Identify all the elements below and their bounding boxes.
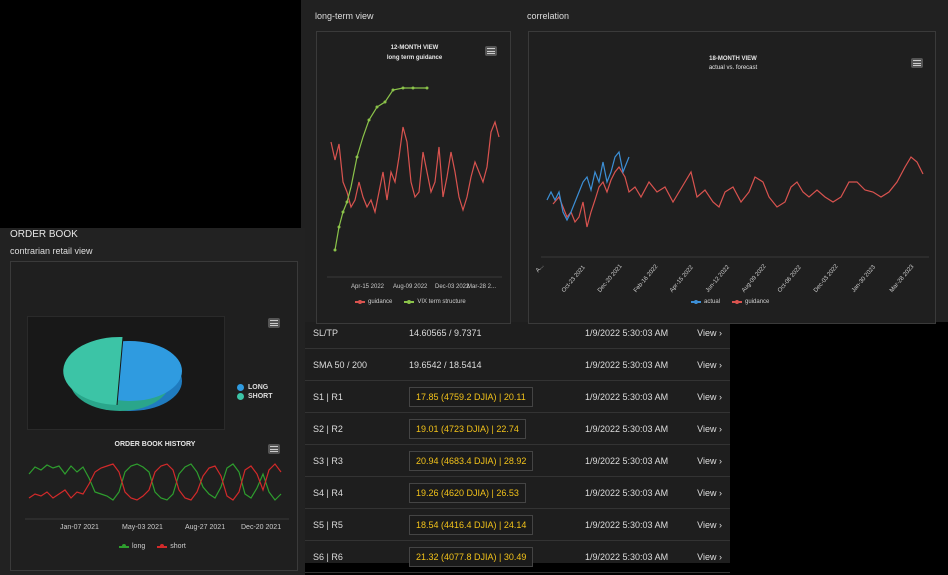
x-tick: Aug-27 2021: [185, 524, 226, 531]
chart-menu-button[interactable]: [268, 318, 280, 328]
long-term-chart-subtitle: long term guidance: [386, 55, 443, 61]
x-tick: Apr-15 2022: [351, 284, 385, 290]
order-book-pie: [63, 336, 182, 411]
level-label: S1 | R1: [305, 380, 401, 413]
order-book-history-plot: [25, 463, 289, 520]
legend-vix[interactable]: VIX term structure: [404, 299, 466, 305]
long-term-legend: guidance VIX term structure: [355, 299, 466, 305]
x-tick: Dec-03 2022: [435, 284, 470, 290]
top-panel: long-term view correlation 12-MONTH VIEW…: [301, 0, 948, 324]
order-book-history-title: ORDER BOOK HISTORY: [114, 441, 196, 448]
order-book-title: ORDER BOOK: [10, 229, 78, 240]
table-row: SMA 50 / 200 19.6542 / 18.5414 1/9/2022 5:…: [305, 348, 730, 381]
long-term-title: long-term view: [315, 11, 374, 21]
correlation-chart: 18-MONTH VIEW actual vs. forecast A... O…: [528, 31, 936, 324]
guidance-series: [552, 156, 924, 228]
legend-guidance[interactable]: guidance: [355, 299, 392, 305]
level-value: 19.01 (4723 DJIA) | 22.74: [401, 412, 577, 445]
levels-panel: SL/TP 14.60565 / 9.7371 1/9/2022 5:30:03 A…: [305, 315, 730, 573]
legend-guidance[interactable]: guidance: [732, 299, 769, 305]
x-tick: Dec-20 2021: [241, 524, 282, 531]
order-book-box: LONG SHORT ORDER BOOK HISTORY Jan-07 202…: [10, 261, 298, 571]
view-link[interactable]: View ›: [685, 540, 730, 573]
chart-menu-button[interactable]: [911, 58, 923, 68]
level-value: 19.26 (4620 DJIA) | 26.53: [401, 476, 577, 509]
level-value: 21.32 (4077.8 DJIA) | 30.49: [401, 540, 577, 573]
level-timestamp: 1/9/2022 5:30:03 AM: [577, 412, 686, 445]
legend-long[interactable]: long: [119, 543, 145, 550]
level-timestamp: 1/9/2022 5:30:03 AM: [577, 508, 686, 541]
table-row: S3 | R3 20.94 (4683.4 DJIA) | 28.92 1/9/20…: [305, 444, 730, 477]
correlation-legend: actual guidance: [691, 299, 769, 305]
long-term-plot: [327, 86, 502, 278]
long-term-chart-title: 12-MONTH VIEW: [390, 45, 439, 51]
correlation-plot: [541, 150, 929, 258]
short-series: [28, 463, 282, 501]
order-book-panel: ORDER BOOK contrarian retail view LONG S…: [0, 228, 305, 575]
view-link[interactable]: View ›: [685, 348, 730, 381]
correlation-chart-subtitle: actual vs. forecast: [708, 65, 758, 71]
view-link[interactable]: View ›: [685, 508, 730, 541]
history-legend: long short: [119, 543, 186, 550]
x-tick: Jan-07 2021: [60, 524, 99, 531]
level-label: S2 | R2: [305, 412, 401, 445]
correlation-title: correlation: [527, 11, 570, 21]
level-value: 20.94 (4683.4 DJIA) | 28.92: [401, 444, 577, 477]
table-row: S5 | R5 18.54 (4416.4 DJIA) | 24.14 1/9/20…: [305, 508, 730, 541]
level-value: 19.6542 / 18.5414: [401, 348, 577, 381]
guidance-series: [330, 120, 500, 215]
table-row: S2 | R2 19.01 (4723 DJIA) | 22.74 1/9/2022…: [305, 412, 730, 445]
chart-menu-button[interactable]: [485, 46, 497, 56]
vix-series: [334, 87, 427, 251]
level-value: 18.54 (4416.4 DJIA) | 24.14: [401, 508, 577, 541]
level-timestamp: 1/9/2022 5:30:03 AM: [577, 444, 686, 477]
x-tick: Aug-09 2022: [393, 284, 428, 290]
chart-menu-button[interactable]: [268, 444, 280, 454]
long-term-chart: 12-MONTH VIEW long term guidance Apr-15 …: [316, 31, 511, 324]
table-row: S6 | R6 21.32 (4077.8 DJIA) | 30.49 1/9/20…: [305, 540, 730, 573]
view-link[interactable]: View ›: [685, 444, 730, 477]
order-book-subtitle: contrarian retail view: [10, 246, 93, 256]
legend-long[interactable]: LONG: [237, 383, 273, 392]
table-row: S1 | R1 17.85 (4759.2 DJIA) | 20.11 1/9/20…: [305, 380, 730, 413]
level-timestamp: 1/9/2022 5:30:03 AM: [577, 348, 686, 381]
level-value: 17.85 (4759.2 DJIA) | 20.11: [401, 380, 577, 413]
level-timestamp: 1/9/2022 5:30:03 AM: [577, 540, 686, 573]
pie-legend: LONG SHORT: [237, 383, 273, 401]
legend-actual[interactable]: actual: [691, 299, 720, 305]
level-label: S4 | R4: [305, 476, 401, 509]
view-link[interactable]: View ›: [685, 412, 730, 445]
long-series: [28, 463, 282, 501]
levels-table: SL/TP 14.60565 / 9.7371 1/9/2022 5:30:03 A…: [305, 317, 730, 573]
level-label: S3 | R3: [305, 444, 401, 477]
correlation-chart-title: 18-MONTH VIEW: [709, 56, 757, 62]
pie-area: [27, 316, 225, 430]
x-tick: Mar-28 2...: [467, 284, 497, 290]
actual-series: [546, 150, 630, 222]
view-link[interactable]: View ›: [685, 380, 730, 413]
legend-short[interactable]: short: [157, 543, 186, 550]
level-label: SMA 50 / 200: [305, 348, 401, 381]
table-row: S4 | R4 19.26 (4620 DJIA) | 26.53 1/9/2022…: [305, 476, 730, 509]
view-link[interactable]: View ›: [685, 476, 730, 509]
level-timestamp: 1/9/2022 5:30:03 AM: [577, 380, 686, 413]
level-timestamp: 1/9/2022 5:30:03 AM: [577, 476, 686, 509]
level-label: S5 | R5: [305, 508, 401, 541]
level-label: S6 | R6: [305, 540, 401, 573]
legend-short[interactable]: SHORT: [237, 392, 273, 401]
x-tick: May-03 2021: [122, 524, 163, 531]
